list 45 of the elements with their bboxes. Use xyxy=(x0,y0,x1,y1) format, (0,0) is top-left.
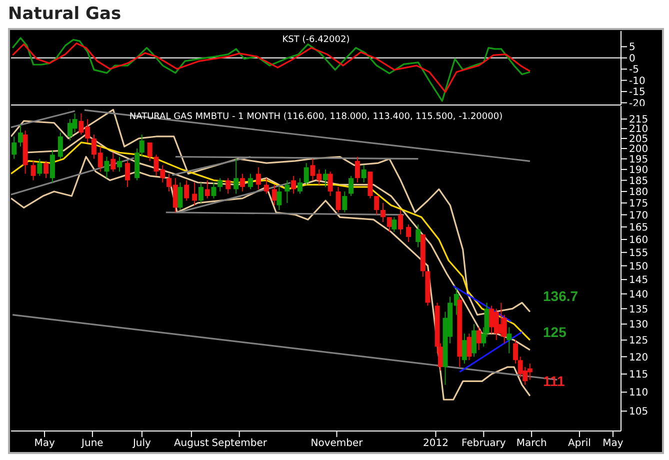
y-tick-label: 180 xyxy=(629,187,648,198)
x-tick-label: August xyxy=(174,438,210,450)
annotation: 125 xyxy=(543,324,566,340)
y-tick-label: 170 xyxy=(629,210,648,222)
y-tick-label: 140 xyxy=(629,289,648,300)
chart-title: Natural Gas xyxy=(8,4,122,26)
annotation: 136.7 xyxy=(543,288,578,304)
x-tick-label: February xyxy=(462,438,506,450)
x-tick-label: April xyxy=(568,438,591,450)
x-tick-label: March xyxy=(516,438,547,450)
y-tick-label: 190 xyxy=(629,164,648,176)
y-tick-label: 0 xyxy=(629,53,636,64)
y-tick-label: 200 xyxy=(629,144,648,156)
y-tick-label: 5 xyxy=(629,42,636,54)
y-tick-label: 145 xyxy=(629,275,648,286)
y-tick-label: 135 xyxy=(629,304,648,316)
y-tick-label: 155 xyxy=(629,248,648,259)
x-tick-label: May xyxy=(602,438,624,450)
y-tick-label: -5 xyxy=(629,64,639,76)
x-tick-label: May xyxy=(34,438,55,450)
y-tick-label: 210 xyxy=(629,124,648,136)
y-tick-label: 130 xyxy=(629,320,648,331)
x-tick-label: November xyxy=(310,438,364,450)
text: NATURAL GAS MMBTU - 1 MONTH (116.600, 118.000, 113.400, 115.500, -1.20000) xyxy=(128,112,504,122)
y-tick-label: 195 xyxy=(629,154,648,166)
y-tick-label: 205 xyxy=(629,134,648,146)
annotation: KST (-6.42002) xyxy=(281,35,351,45)
x-tick-label: June xyxy=(80,438,104,450)
x-tick-label: 2012 xyxy=(423,438,448,450)
y-tick-label: 105 xyxy=(629,406,648,418)
y-tick-label: 150 xyxy=(629,261,648,272)
annotation: 111 xyxy=(543,373,565,389)
x-tick-label: September xyxy=(212,438,268,450)
y-tick-label: 115 xyxy=(629,370,648,381)
y-tick-label: 110 xyxy=(629,388,648,399)
y-tick-label: 185 xyxy=(629,176,648,187)
y-tick-label: 175 xyxy=(629,198,648,210)
y-tick-label: 165 xyxy=(629,222,648,234)
x-tick-label: July xyxy=(132,438,152,450)
y-tick-label: -15 xyxy=(629,87,646,98)
y-tick-label: -10 xyxy=(629,76,646,87)
y-tick-label: 215 xyxy=(629,114,648,126)
y-tick-label: 160 xyxy=(629,235,648,246)
y-tick-label: 120 xyxy=(629,352,648,364)
y-tick-label: 125 xyxy=(629,336,648,347)
